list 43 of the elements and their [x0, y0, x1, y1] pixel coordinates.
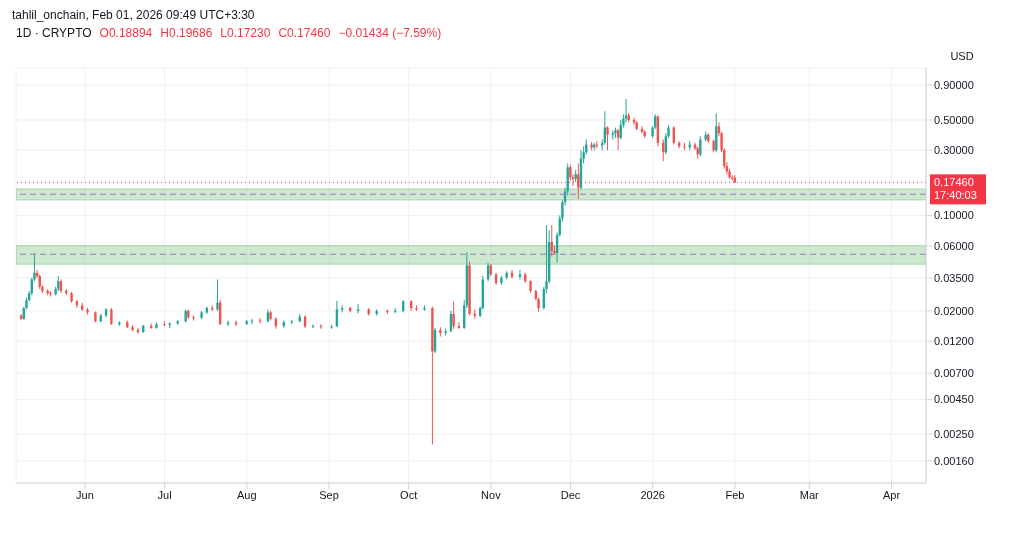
y-tick-label: 0.00700	[934, 367, 974, 380]
chart-subtitle: 1D · CRYPTO	[16, 26, 92, 42]
x-tick-label: Nov	[481, 488, 502, 501]
text: O0.18894	[99, 26, 153, 42]
x-tick-label: Dec	[560, 488, 581, 501]
y-tick-label: 0.50000	[934, 113, 974, 126]
candlestick	[311, 323, 315, 329]
candlestick	[518, 269, 522, 280]
text: L0.17230	[220, 26, 271, 42]
text: −0.01434 (−7.59%)	[338, 26, 442, 42]
x-tick-label: Apr	[882, 488, 901, 501]
candlestick	[216, 278, 219, 312]
x-tick-label: Feb	[725, 488, 745, 501]
text: H0.19686	[160, 26, 213, 42]
candlestick	[606, 125, 609, 151]
candlestick	[250, 318, 254, 325]
candlestick	[226, 320, 230, 327]
candlestick	[234, 320, 238, 327]
y-tick-label: 0.06000	[934, 239, 974, 252]
y-axis-title: USD	[950, 50, 974, 62]
y-tick-label: 0.03500	[934, 271, 974, 284]
x-tick-label: Jul	[157, 488, 172, 501]
candlestick	[699, 135, 702, 157]
text: C0.17460	[278, 26, 331, 42]
chart-title: tahlil_onchain, Feb 01, 2026 09:49 UTC+3:30	[11, 8, 256, 24]
y-tick-label: 0.02000	[934, 304, 974, 317]
candlestick	[452, 301, 455, 330]
y-tick-label: 0.10000	[934, 209, 974, 222]
candlestick	[258, 317, 262, 324]
x-tick-label: Mar	[799, 488, 820, 501]
x-tick-label: Oct	[400, 488, 418, 501]
y-tick-label: 0.30000	[934, 144, 974, 157]
y-tick-label: 0.00160	[934, 454, 974, 467]
candlestick	[356, 303, 360, 314]
ref-line-label: 0.17460 17:40:03	[934, 176, 977, 202]
x-tick-label: Jun	[76, 488, 94, 501]
y-tick-label: 0.00450	[934, 393, 974, 406]
x-tick-label: 2026	[640, 488, 665, 501]
y-tick-label: 0.01200	[934, 335, 974, 348]
y-tick-label: 0.00250	[934, 428, 974, 441]
x-tick-label: Sep	[319, 488, 339, 501]
x-tick-label: Aug	[237, 488, 257, 501]
y-tick-label: 0.90000	[934, 78, 974, 91]
